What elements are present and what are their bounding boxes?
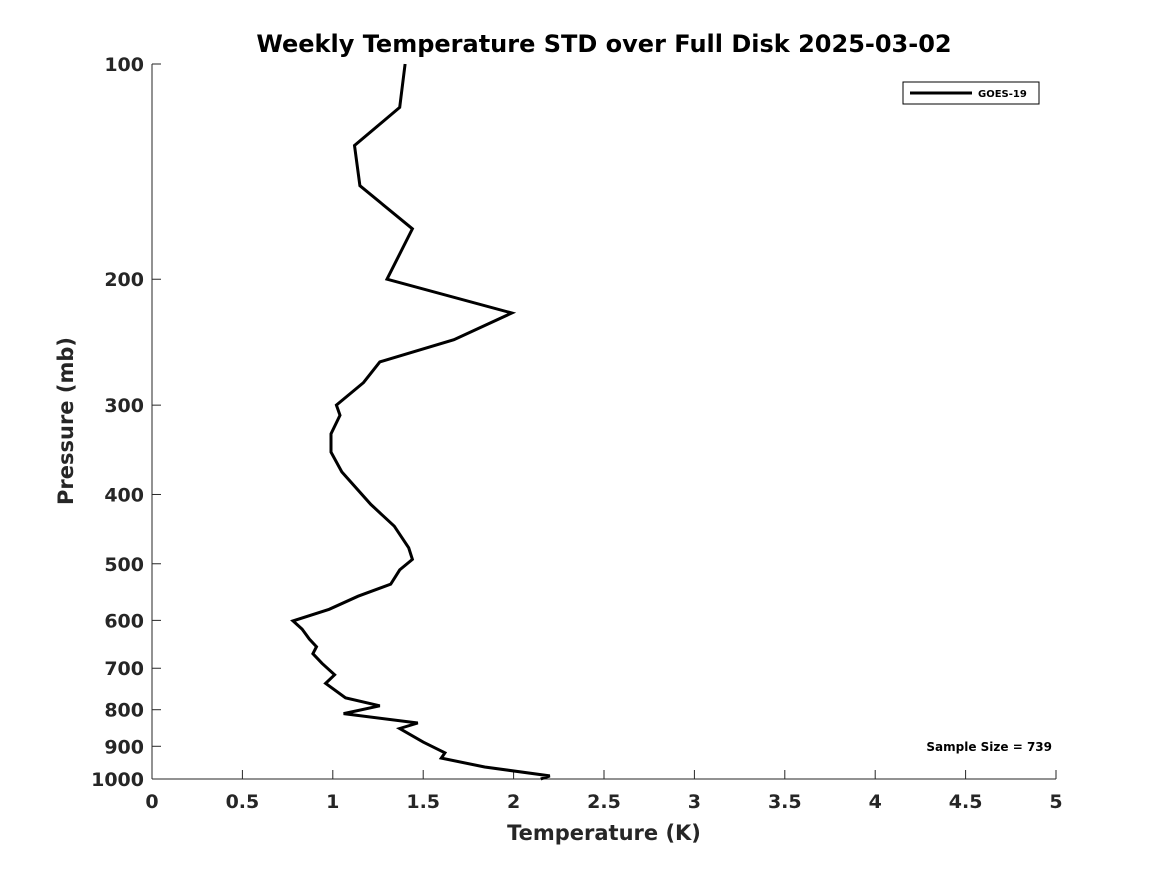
y-tick-label: 200 — [104, 269, 144, 291]
chart-title: Weekly Temperature STD over Full Disk 20… — [256, 30, 951, 58]
y-tick-label: 500 — [104, 554, 144, 576]
legend: GOES-19 — [902, 81, 1040, 105]
y-axis-ticks: 100 200 300 400 500 600 700 800 900 1000 — [91, 54, 161, 791]
y-tick-label: 600 — [104, 610, 144, 632]
x-tick-label: 1.5 — [406, 791, 440, 813]
x-axis-ticks: 0 0.5 1 1.5 2 2.5 3 3.5 4 4.5 5 — [145, 770, 1063, 813]
x-tick-label: 3.5 — [768, 791, 802, 813]
y-tick-label: 700 — [104, 658, 144, 680]
x-tick-label: 4.5 — [949, 791, 983, 813]
legend-entry-goes-19: GOES-19 — [978, 89, 1027, 100]
x-tick-label: 1 — [326, 791, 339, 813]
y-tick-label: 800 — [104, 700, 144, 722]
y-tick-label: 900 — [104, 736, 144, 758]
y-tick-label: 100 — [104, 54, 144, 76]
x-tick-label: 4 — [869, 791, 882, 813]
y-axis-label: Pressure (mb) — [54, 337, 78, 505]
series-layer — [290, 63, 551, 781]
x-tick-label: 0.5 — [226, 791, 260, 813]
sample-size-annotation: Sample Size = 739 — [926, 740, 1052, 754]
y-tick-label: 300 — [104, 395, 144, 417]
series-line-goes-19 — [290, 63, 551, 781]
x-tick-label: 2.5 — [587, 791, 621, 813]
y-tick-label: 400 — [104, 484, 144, 506]
x-axis-label: Temperature (K) — [507, 821, 701, 845]
x-tick-label: 3 — [688, 791, 701, 813]
x-tick-label: 2 — [507, 791, 520, 813]
x-tick-label: 5 — [1049, 791, 1062, 813]
x-tick-label: 0 — [145, 791, 158, 813]
y-tick-label: 1000 — [91, 769, 144, 791]
